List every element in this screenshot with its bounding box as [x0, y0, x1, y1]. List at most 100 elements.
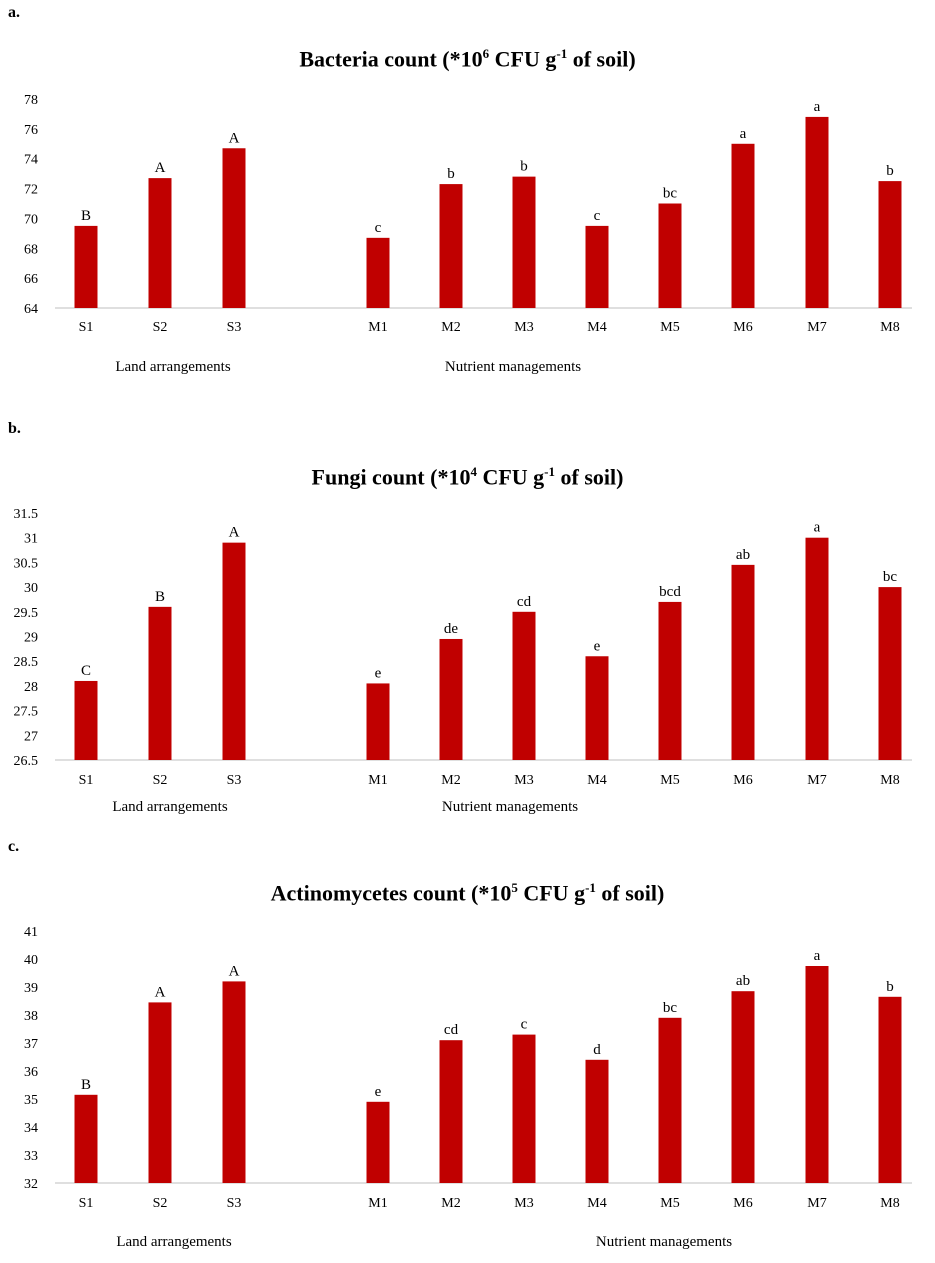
significance-label: e [375, 665, 382, 681]
bar-s3 [222, 542, 246, 760]
x-tick-label: M8 [880, 773, 899, 788]
x-group-label: Nutrient managements [445, 359, 581, 375]
bar-m3 [512, 176, 536, 308]
y-tick-label: 41 [24, 925, 38, 940]
y-tick-label: 27 [24, 729, 38, 744]
significance-label: C [81, 663, 91, 679]
bar-m6 [731, 991, 755, 1183]
bar-m5 [658, 601, 682, 760]
y-tick-label: 29 [24, 631, 38, 646]
significance-label: ab [736, 547, 750, 563]
significance-label: a [814, 520, 821, 536]
x-tick-label: M2 [441, 773, 460, 788]
y-tick-label: 72 [24, 183, 38, 198]
significance-label: d [593, 1042, 601, 1058]
bar-m8 [878, 587, 902, 760]
y-tick-label: 74 [24, 153, 38, 168]
bar-m3 [512, 1034, 536, 1183]
chart-title-fungi: Fungi count (*104 CFU g-1 of soil) [311, 464, 624, 490]
y-tick-label: 40 [24, 953, 38, 968]
significance-label: B [81, 208, 91, 224]
significance-label: A [229, 525, 240, 541]
x-group-label: Land arrangements [115, 359, 231, 375]
bar-m1 [366, 683, 390, 760]
significance-label: a [740, 126, 747, 142]
x-tick-label: S2 [153, 773, 168, 788]
bar-m1 [366, 1101, 390, 1183]
x-tick-label: S2 [153, 320, 168, 335]
bar-s1 [74, 225, 98, 308]
y-tick-label: 31 [24, 532, 38, 547]
significance-label: cd [517, 594, 532, 610]
significance-label: ab [736, 973, 750, 989]
bar-s3 [222, 981, 246, 1183]
significance-label: A [229, 963, 240, 979]
x-tick-label: S1 [79, 773, 94, 788]
y-tick-label: 39 [24, 981, 38, 996]
x-tick-label: M5 [660, 1196, 679, 1211]
x-tick-label: M7 [807, 320, 826, 335]
bar-m8 [878, 181, 902, 308]
panel-label-c: c. [8, 838, 20, 855]
x-tick-label: M3 [514, 320, 533, 335]
bar-m5 [658, 1017, 682, 1183]
significance-label: b [886, 163, 894, 179]
bar-s1 [74, 1094, 98, 1183]
x-group-label: Land arrangements [112, 799, 228, 815]
y-tick-label: 34 [24, 1121, 38, 1136]
bar-m8 [878, 996, 902, 1183]
actinomycetes-bar-chart: 32 33 34 35 36 37 38 39 40 41 B S1 A S2 A S3 Land arrang… [24, 925, 912, 1250]
chart-title-bacteria: Bacteria count (*106 CFU g-1 of soil) [299, 46, 636, 72]
y-tick-label: 28.5 [14, 655, 39, 670]
fungi-bar-chart: 26.5 27 27.5 28 28.5 29 29.5 30 30.5 31 31.5 C S1 B S2… [14, 507, 912, 815]
bar-m4 [585, 1059, 609, 1183]
x-tick-label: M1 [368, 320, 387, 335]
significance-label: b [520, 159, 528, 175]
y-tick-label: 38 [24, 1009, 38, 1024]
significance-label: B [155, 589, 165, 605]
x-tick-label: M1 [368, 1196, 387, 1211]
x-tick-label: S1 [79, 1196, 94, 1211]
y-tick-label: 36 [24, 1065, 38, 1080]
bar-s1 [74, 680, 98, 760]
bar-s2 [148, 606, 172, 760]
x-tick-label: M4 [587, 773, 606, 788]
x-tick-label: M7 [807, 1196, 826, 1211]
significance-label: e [594, 638, 601, 654]
bar-m6 [731, 143, 755, 308]
significance-label: b [886, 979, 894, 995]
x-tick-label: M2 [441, 1196, 460, 1211]
significance-label: bc [663, 186, 678, 202]
x-tick-label: M5 [660, 320, 679, 335]
significance-label: A [229, 130, 240, 146]
bar-m2 [439, 1040, 463, 1183]
x-tick-label: M1 [368, 773, 387, 788]
significance-label: bc [663, 1000, 678, 1016]
bar-m2 [439, 184, 463, 308]
y-tick-label: 78 [24, 93, 38, 108]
x-tick-label: M4 [587, 1196, 606, 1211]
x-group-label: Nutrient managements [442, 799, 578, 815]
y-tick-label: 31.5 [14, 507, 39, 522]
bacteria-bar-chart: 64 66 68 70 72 74 76 78 B S1 A S2 A S3 Land arrangemen… [24, 93, 912, 375]
bar-m4 [585, 656, 609, 760]
bar-s2 [148, 1002, 172, 1183]
panel-label-a: a. [8, 4, 20, 21]
y-tick-label: 32 [24, 1177, 38, 1192]
x-tick-label: M8 [880, 320, 899, 335]
bar-m3 [512, 611, 536, 760]
x-tick-label: S2 [153, 1196, 168, 1211]
y-tick-label: 30 [24, 581, 38, 596]
y-tick-label: 37 [24, 1037, 38, 1052]
bar-m7 [805, 966, 829, 1183]
y-tick-label: 33 [24, 1149, 38, 1164]
bar-m7 [805, 537, 829, 760]
bar-s3 [222, 148, 246, 308]
x-tick-label: S1 [79, 320, 94, 335]
significance-label: c [375, 220, 382, 236]
significance-label: bcd [659, 584, 681, 600]
bar-m5 [658, 203, 682, 308]
y-tick-label: 26.5 [14, 754, 39, 769]
x-tick-label: S3 [227, 320, 242, 335]
bar-m6 [731, 564, 755, 760]
